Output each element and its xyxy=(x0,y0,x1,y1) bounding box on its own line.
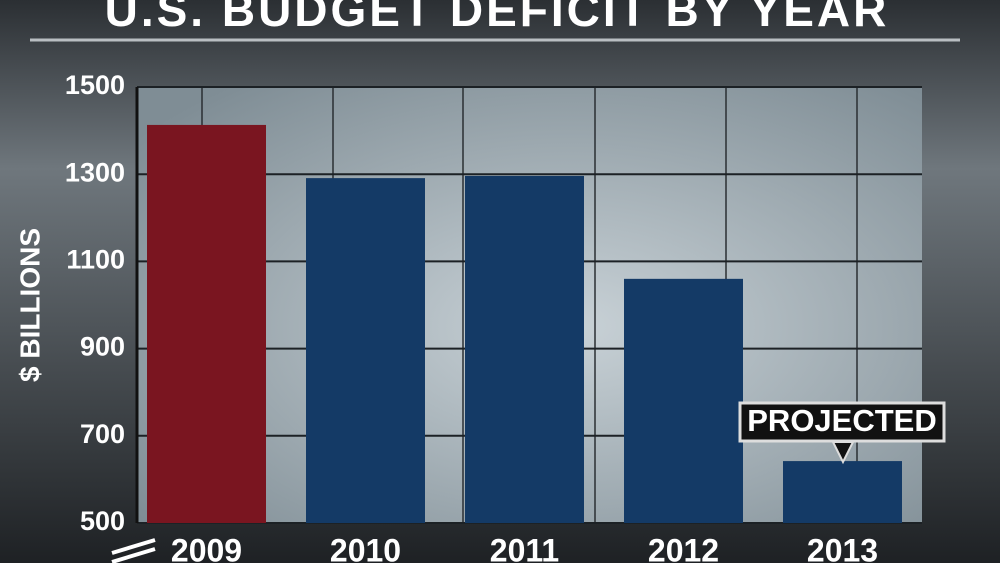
x-tick-label: 2009 xyxy=(171,532,242,563)
annotation-box xyxy=(738,401,946,443)
break-line xyxy=(111,538,156,555)
annotation-text: PROJECTED xyxy=(747,403,936,438)
x-tick-label: 2013 xyxy=(807,532,878,563)
bar xyxy=(465,175,584,523)
annotation-pointer xyxy=(831,441,855,465)
y-tick-label: 1100 xyxy=(66,245,125,275)
bar xyxy=(783,461,902,523)
y-tick-label: 700 xyxy=(80,419,125,449)
y-tick-label: 500 xyxy=(80,506,125,536)
y-tick-label: 1500 xyxy=(65,70,125,100)
bar xyxy=(624,278,743,523)
marks xyxy=(137,86,922,524)
y-tick-label: 1300 xyxy=(65,157,125,187)
bar xyxy=(306,178,425,523)
annotation: PROJECTED xyxy=(738,401,946,465)
break-line xyxy=(111,547,156,563)
bar xyxy=(147,124,266,523)
axis-break xyxy=(111,538,156,563)
x-tick-label: 2011 xyxy=(490,532,559,563)
x-tick-label: 2010 xyxy=(330,532,401,563)
x-tick-label: 2012 xyxy=(648,532,719,563)
chart-title: U.S. BUDGET DEFICIT BY YEAR xyxy=(105,0,890,36)
y-axis-label: $ BILLIONS xyxy=(14,228,45,382)
y-tick-label: 900 xyxy=(80,332,125,362)
